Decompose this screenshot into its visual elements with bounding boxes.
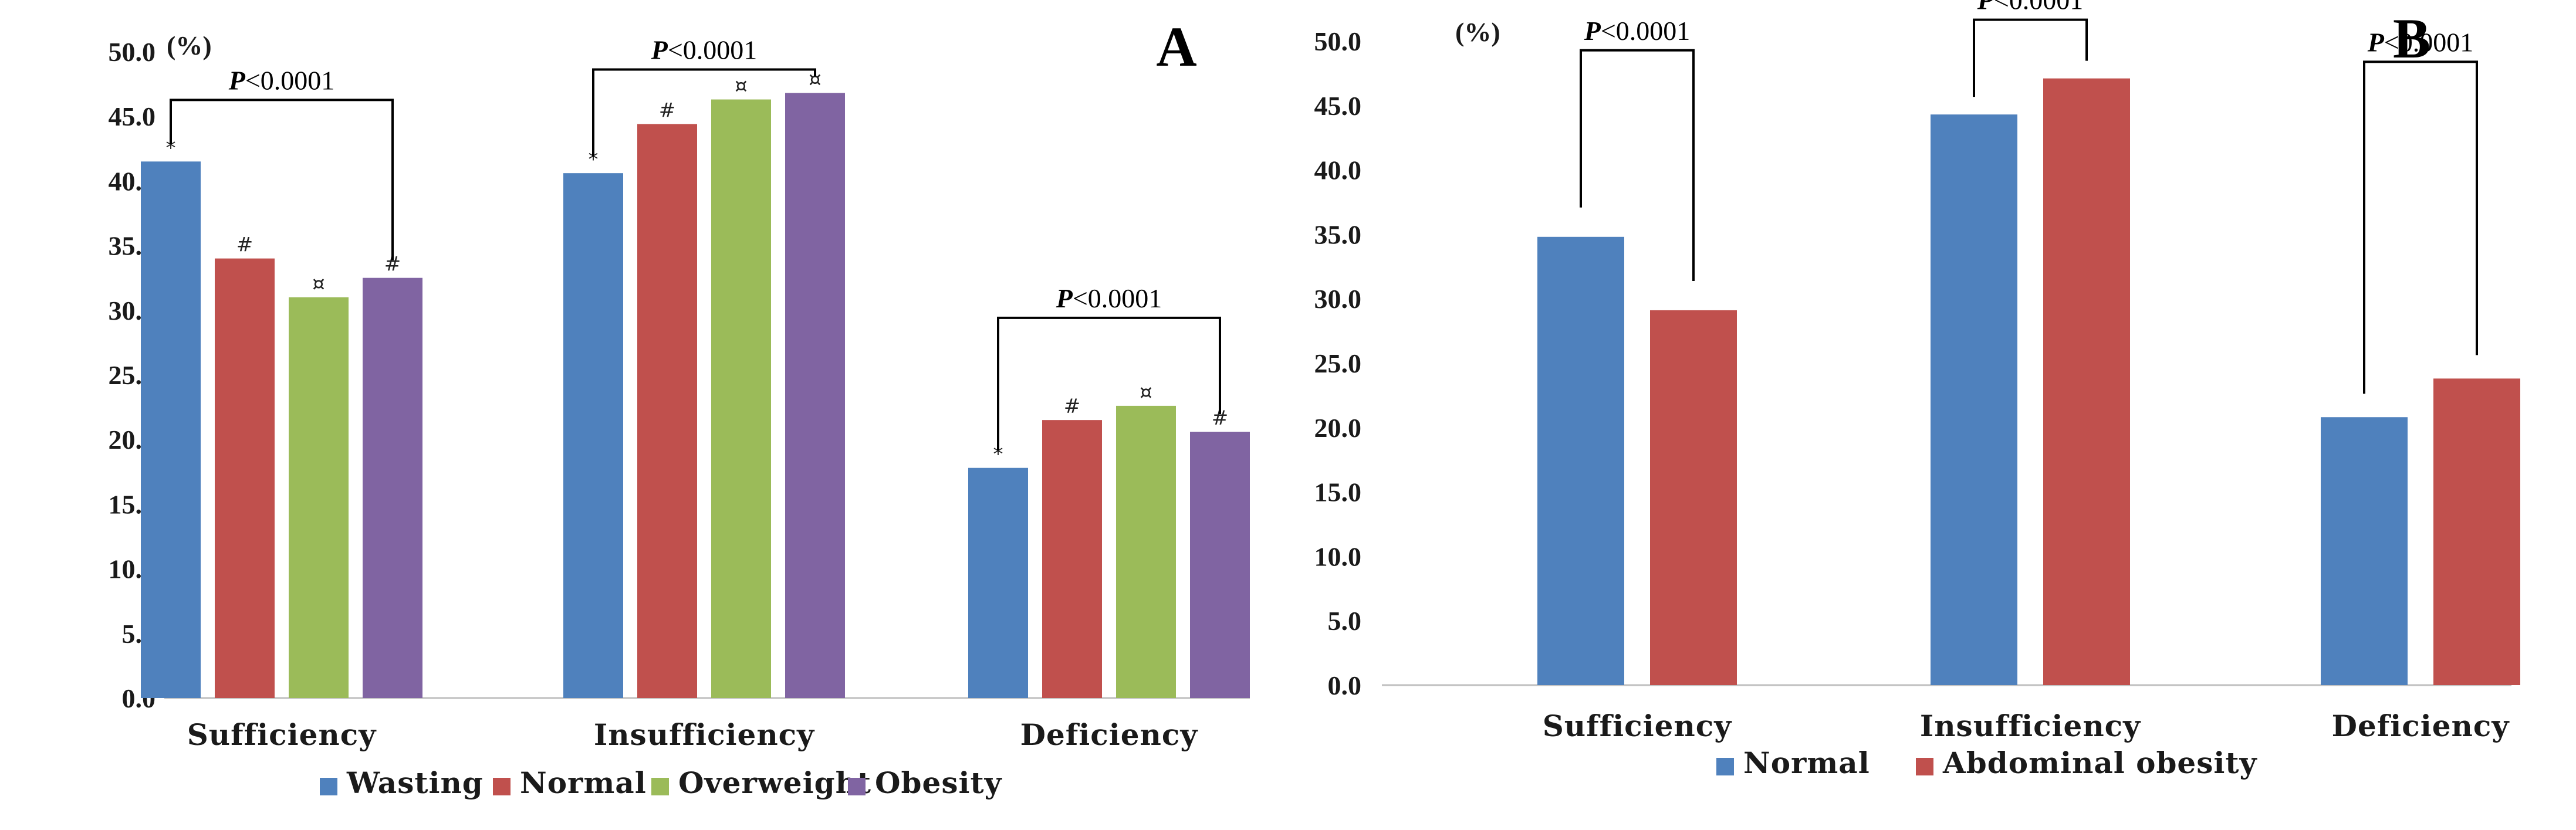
y-tick-label: 35.0	[1314, 219, 1362, 249]
bar	[637, 124, 697, 698]
legend-label: Abdominal obesity	[1942, 746, 2257, 780]
y-tick-label: 45.0	[1314, 91, 1362, 121]
legend-swatch	[320, 778, 337, 795]
y-tick-label: 40.0	[1314, 155, 1362, 185]
y-tick-label: 45.0	[109, 101, 156, 131]
legend-swatch	[1916, 758, 1933, 775]
category-label: Deficiency	[2332, 709, 2510, 743]
significance-bracket	[1580, 49, 1695, 281]
category-label: Insufficiency	[1920, 709, 2141, 743]
y-tick-label: 50.0	[1314, 26, 1362, 56]
significance-mark: #	[236, 233, 253, 257]
category-label: Insufficiency	[594, 717, 815, 752]
significance-mark: *	[166, 136, 176, 160]
bar	[711, 99, 771, 699]
significance-mark: ¤	[1140, 381, 1152, 404]
significance-mark: *	[589, 148, 599, 171]
significance-bracket	[997, 316, 1221, 450]
legend-swatch	[493, 778, 511, 795]
significance-mark: #	[659, 99, 676, 122]
bar	[1931, 114, 2017, 685]
bar	[1650, 310, 1737, 685]
panel-a: 0.05.010.015.020.025.030.035.040.045.050…	[109, 15, 1250, 800]
y-tick-label: 5.0	[1328, 606, 1362, 636]
significance-bracket	[1973, 18, 2088, 97]
y-tick-label: 30.0	[1314, 284, 1362, 314]
p-value-label: P<0.0001	[1977, 0, 2084, 15]
bar	[785, 93, 845, 699]
bar	[1190, 431, 1250, 698]
bar	[968, 467, 1028, 698]
bar	[363, 277, 422, 698]
significance-mark: *	[993, 443, 1003, 466]
p-value-label: P<0.0001	[651, 35, 758, 65]
significance-mark: #	[1064, 395, 1081, 418]
panel-label: A	[1156, 15, 1196, 78]
legend-label: Normal	[520, 765, 647, 800]
bar	[289, 297, 349, 698]
p-value-label: P<0.0001	[228, 65, 335, 95]
y-unit-label: (%)	[1455, 17, 1500, 47]
legend-swatch	[848, 778, 866, 795]
legend-label: Wasting	[346, 765, 484, 800]
y-unit-label: (%)	[167, 31, 212, 60]
significance-bracket	[170, 99, 394, 260]
category-label: Sufficiency	[1543, 709, 1733, 743]
p-value-label: P<0.0001	[2367, 27, 2474, 57]
y-tick-label: 20.0	[1314, 413, 1362, 443]
significance-bracket	[592, 68, 816, 157]
legend-swatch	[651, 778, 669, 795]
bar	[563, 173, 623, 698]
y-tick-label: 10.0	[1314, 541, 1362, 571]
y-tick-label: 15.0	[1314, 477, 1362, 507]
significance-mark: ¤	[809, 68, 822, 92]
bar	[2321, 417, 2408, 685]
category-label: Deficiency	[1020, 717, 1199, 752]
y-tick-label: 0.0	[1328, 670, 1362, 700]
significance-mark: ¤	[735, 74, 748, 98]
p-value-label: P<0.0001	[1584, 16, 1691, 46]
legend-label: Overweight	[678, 765, 871, 800]
y-tick-label: 50.0	[109, 37, 156, 67]
panel-b: 0.0 5.0 10.0 15.0 20.0 25.0 30.0 35.0 40.0 45.0 50…	[1314, 0, 2520, 780]
bar	[215, 258, 275, 698]
significance-bracket	[2363, 60, 2478, 394]
p-value-label: P<0.0001	[1056, 283, 1162, 313]
bar	[141, 161, 201, 699]
bar	[2433, 378, 2520, 685]
bar	[2043, 78, 2130, 686]
bar	[1116, 405, 1176, 698]
legend-swatch	[1716, 758, 1734, 775]
significance-mark: ¤	[312, 272, 325, 296]
bar	[1537, 236, 1624, 685]
bar	[1042, 420, 1102, 698]
panel-label: B	[2393, 7, 2430, 70]
legend-label: Normal	[1743, 746, 1870, 780]
legend-label: Obesity	[875, 765, 1003, 800]
category-label: Sufficiency	[187, 717, 377, 752]
y-tick-label: 25.0	[1314, 348, 1362, 378]
